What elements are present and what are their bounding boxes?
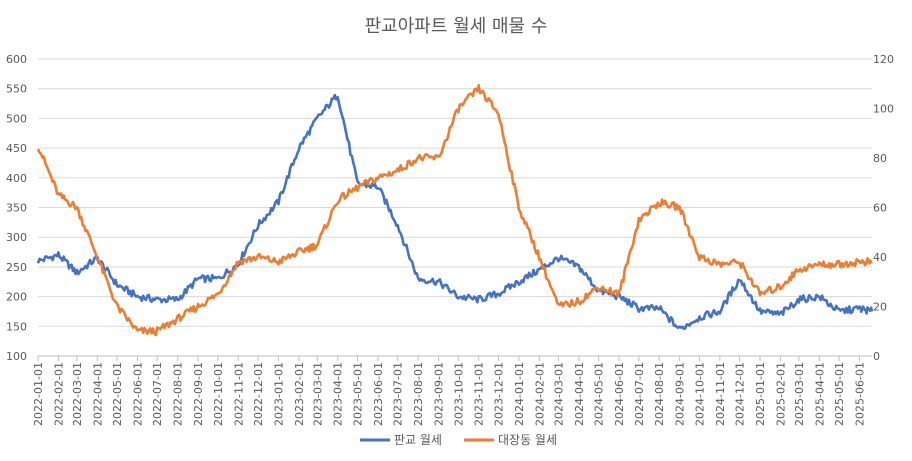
x-tick-label: 2024-10-01 xyxy=(693,362,706,426)
series-line-pangyo xyxy=(36,93,874,331)
x-tick-label: 2024-03-01 xyxy=(552,362,565,426)
x-tick-label: 2024-08-01 xyxy=(653,362,666,426)
x-tick-label: 2022-07-01 xyxy=(151,362,164,426)
y-left-tick-label: 300 xyxy=(6,231,27,244)
x-tick-label: 2023-04-01 xyxy=(332,362,345,426)
y-left-tick-label: 450 xyxy=(6,142,27,155)
y-left-tick-label: 100 xyxy=(6,350,27,363)
x-tick-label: 2023-10-01 xyxy=(452,362,465,426)
chart-title: 판교아파트 월세 매물 수 xyxy=(365,16,548,37)
x-tick-label: 2024-09-01 xyxy=(674,362,687,426)
x-tick-label: 2022-06-01 xyxy=(131,362,144,426)
x-tick-label: 2023-08-01 xyxy=(412,362,425,426)
series-line-daejang xyxy=(36,83,873,337)
x-tick-label: 2024-01-01 xyxy=(513,362,526,426)
x-tick-label: 2022-05-01 xyxy=(111,362,124,426)
y-right-tick-label: 60 xyxy=(873,202,887,215)
x-tick-label: 2022-11-01 xyxy=(232,362,245,426)
x-tick-label: 2025-05-01 xyxy=(833,362,846,426)
x-tick-label: 2022-12-01 xyxy=(252,362,265,426)
y-right-tick-label: 120 xyxy=(873,53,894,66)
y-right-tick-label: 20 xyxy=(873,301,887,314)
y-right-tick-label: 80 xyxy=(873,152,887,165)
series-layer xyxy=(36,83,874,337)
x-tick-label: 2022-03-01 xyxy=(71,362,84,426)
legend: 판교 월세 대장동 월세 xyxy=(360,433,557,447)
x-tick-label: 2023-07-01 xyxy=(392,362,405,426)
y-left-tick-label: 200 xyxy=(6,291,27,304)
x-tick-label: 2024-07-01 xyxy=(633,362,646,426)
x-tick-label: 2025-02-01 xyxy=(774,362,787,426)
x-tick-label: 2023-06-01 xyxy=(372,362,385,426)
x-tick-label: 2022-10-01 xyxy=(212,362,225,426)
x-tick-label: 2022-01-01 xyxy=(32,362,45,426)
y-left-tick-label: 400 xyxy=(6,172,27,185)
x-tick-label: 2022-09-01 xyxy=(192,362,205,426)
y-right-tick-label: 0 xyxy=(873,350,880,363)
x-tick-label: 2025-03-01 xyxy=(793,362,806,426)
x-tick-label: 2022-04-01 xyxy=(91,362,104,426)
y-axis-right: 0 20 40 60 80 100 120 xyxy=(873,53,894,363)
y-right-tick-label: 40 xyxy=(873,251,887,264)
x-tick-label: 2024-04-01 xyxy=(573,362,586,426)
x-tick-label: 2022-02-01 xyxy=(52,362,65,426)
x-tick-label: 2024-02-01 xyxy=(533,362,546,426)
x-tick-label: 2023-02-01 xyxy=(293,362,306,426)
x-tick-label: 2023-12-01 xyxy=(492,362,505,426)
x-tick-label: 2025-01-01 xyxy=(754,362,767,426)
legend-label: 판교 월세 xyxy=(394,433,442,447)
x-tick-label: 2024-05-01 xyxy=(593,362,606,426)
x-tick-label: 2023-01-01 xyxy=(272,362,285,426)
x-axis: 2022-01-01 2022-02-01 2022-03-01 2022-04-01… xyxy=(32,355,872,426)
x-tick-label: 2023-11-01 xyxy=(473,362,486,426)
x-tick-label: 2024-11-01 xyxy=(714,362,727,426)
y-left-tick-label: 600 xyxy=(6,53,27,66)
y-axis-left: 100 150 200 250 300 350 400 450 500 550 600 xyxy=(6,53,27,363)
x-tick-label: 2024-12-01 xyxy=(734,362,747,426)
y-right-tick-label: 100 xyxy=(873,103,894,116)
legend-label: 대장동 월세 xyxy=(498,433,557,447)
x-tick-label: 2022-08-01 xyxy=(172,362,185,426)
x-tick-label: 2025-06-01 xyxy=(853,362,866,426)
x-tick-label: 2025-04-01 xyxy=(813,362,826,426)
y-left-tick-label: 550 xyxy=(6,83,27,96)
y-left-tick-label: 250 xyxy=(6,261,27,274)
x-tick-label: 2024-06-01 xyxy=(613,362,626,426)
x-tick-label: 2023-09-01 xyxy=(433,362,446,426)
x-tick-label: 2023-05-01 xyxy=(352,362,365,426)
gridlines xyxy=(38,58,872,357)
x-tick-label: 2023-03-01 xyxy=(311,362,324,426)
y-left-tick-label: 500 xyxy=(6,112,27,125)
y-left-tick-label: 350 xyxy=(6,202,27,215)
y-left-tick-label: 150 xyxy=(6,320,27,333)
